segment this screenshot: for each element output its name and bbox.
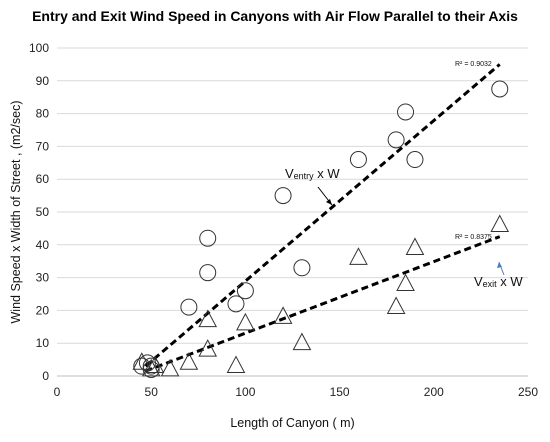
grid-layer — [57, 47, 528, 344]
x-tick-label: 0 — [54, 385, 61, 399]
y-tick-label: 80 — [36, 107, 50, 121]
exit-arrowhead — [497, 262, 502, 268]
exit-point — [160, 358, 180, 377]
entry-point — [142, 357, 160, 375]
exit-point — [141, 358, 161, 377]
exit-point — [396, 273, 415, 292]
exit-trendline — [145, 235, 501, 373]
entry-point — [180, 298, 198, 316]
entry-point — [199, 229, 217, 247]
trendline-layer — [144, 63, 501, 373]
y-tick-label: 90 — [36, 74, 50, 88]
exit-point — [236, 312, 255, 331]
y-tick-label: 100 — [29, 41, 49, 55]
entry-arrowhead — [326, 199, 332, 205]
entry-r2-label: R² = 0.9032 — [455, 61, 492, 68]
x-tick-label: 250 — [518, 385, 538, 399]
y-tick-label: 60 — [36, 172, 50, 186]
exit-point — [386, 296, 406, 315]
entry-point — [199, 264, 217, 282]
y-tick-label: 40 — [36, 238, 50, 252]
exit-point — [132, 352, 152, 370]
entry-point — [274, 187, 292, 205]
entry-point — [236, 282, 254, 300]
exit-point — [198, 309, 218, 328]
x-tick-label: 150 — [330, 385, 350, 399]
exit-point — [292, 332, 312, 351]
exit-r2-label: R² = 0.8375 — [455, 234, 492, 241]
annotation-layer: R² = 0.9032 R² = 0.8375 Ventry x W Vexit x … — [285, 61, 523, 289]
entry-annotation: Ventry x W — [285, 166, 340, 181]
exit-point — [179, 352, 199, 370]
exit-annotation: Vexit x W — [474, 274, 523, 289]
exit-point — [405, 237, 425, 255]
exit-point — [145, 355, 165, 374]
y-tick-label: 0 — [42, 369, 49, 383]
entry-point — [406, 151, 424, 169]
exit-point — [490, 214, 510, 233]
exit-point — [198, 339, 218, 357]
x-tick-label: 100 — [235, 385, 255, 399]
y-tick-label: 50 — [36, 205, 50, 219]
entry-point — [491, 80, 509, 98]
exit-point — [349, 247, 368, 265]
entry-point — [293, 259, 311, 277]
axis-layer: 0 10 20 30 40 50 60 70 80 90 100 0 50 100 150 200 250 — [29, 41, 538, 399]
y-tick-label: 20 — [36, 303, 50, 317]
x-tick-label: 200 — [424, 385, 444, 399]
entry-trendline — [144, 63, 501, 368]
exit-point — [273, 306, 293, 324]
y-axis-label: Wind Speed x Width of Street , (m2/sec) — [9, 101, 23, 324]
y-tick-label: 30 — [36, 271, 50, 285]
chart-title: Entry and Exit Wind Speed in Canyons wit… — [32, 8, 518, 24]
exit-point — [226, 355, 246, 374]
x-tick-label: 50 — [145, 385, 159, 399]
y-tick-label: 70 — [36, 139, 50, 153]
y-tick-label: 10 — [36, 336, 50, 350]
x-axis-label: Length of Canyon ( m) — [230, 416, 354, 430]
entry-point — [397, 103, 415, 121]
entry-point — [349, 151, 367, 169]
point-layer — [132, 80, 510, 378]
entry-point — [227, 295, 245, 313]
entry-point — [387, 131, 405, 149]
